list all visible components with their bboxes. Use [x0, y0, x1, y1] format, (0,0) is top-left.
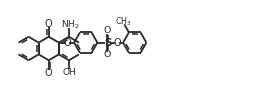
- Text: O: O: [103, 50, 111, 59]
- Text: OH: OH: [62, 68, 76, 77]
- Text: O: O: [114, 38, 121, 48]
- Text: O: O: [103, 26, 111, 35]
- Text: O: O: [45, 68, 52, 78]
- Text: O: O: [64, 38, 72, 48]
- Text: CH$_3$: CH$_3$: [115, 15, 132, 28]
- Text: O: O: [45, 19, 52, 29]
- Text: NH$_2$: NH$_2$: [61, 19, 79, 31]
- Text: S: S: [104, 38, 112, 48]
